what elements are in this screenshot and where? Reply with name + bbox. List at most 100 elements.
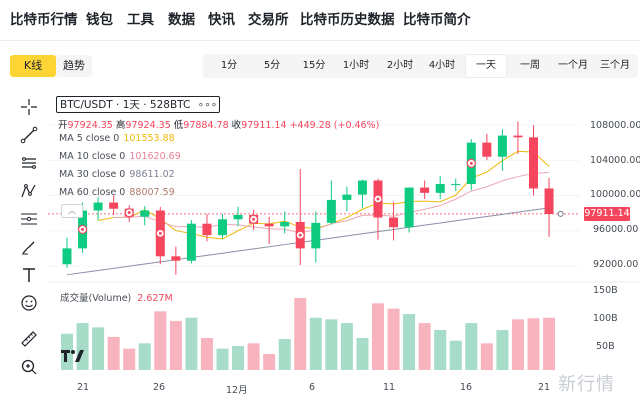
price-tick: 96000.00 bbox=[593, 224, 639, 235]
nav-item-btc-market[interactable]: 比特币行情 bbox=[10, 12, 78, 28]
candle-body bbox=[109, 202, 119, 209]
low-label: 低 bbox=[173, 120, 184, 131]
x-tick: 16 bbox=[460, 382, 473, 393]
volume-bar bbox=[138, 343, 151, 370]
timeframe-1mo[interactable]: 一个月 bbox=[558, 60, 588, 71]
ma60-value: 88007.59 bbox=[129, 187, 175, 198]
close-value: 97911.14 bbox=[241, 120, 287, 131]
volume-bar bbox=[123, 348, 136, 370]
timeframe-1m[interactable]: 1分 bbox=[220, 60, 238, 71]
volume-bar bbox=[247, 343, 260, 370]
volume-bar bbox=[527, 318, 540, 370]
ma30-value: 98611.02 bbox=[129, 169, 175, 180]
brush-icon[interactable] bbox=[18, 236, 40, 258]
volume-bar bbox=[216, 348, 229, 370]
timeframe-bar bbox=[203, 54, 638, 78]
timeframe-3mo[interactable]: 三个月 bbox=[600, 60, 630, 71]
candle-body bbox=[233, 214, 243, 220]
volume-bar bbox=[169, 320, 182, 370]
volume-bar bbox=[309, 317, 322, 370]
volume-label: 成交量(Volume) bbox=[60, 293, 132, 304]
trade-marker-dot bbox=[469, 161, 473, 165]
open-value: 97924.35 bbox=[67, 120, 113, 131]
candle-body bbox=[497, 135, 507, 157]
change-value: +449.28 (+0.46%) bbox=[289, 120, 380, 131]
nav-item-exchange[interactable]: 交易所 bbox=[248, 12, 289, 28]
nav-item-tools[interactable]: 工具 bbox=[127, 12, 154, 28]
volume-tick: 50B bbox=[596, 341, 615, 352]
candle-body bbox=[435, 184, 445, 193]
nav-item-btc-history[interactable]: 比特币历史数据 bbox=[300, 12, 395, 28]
price-tick: 104000.00 bbox=[590, 155, 640, 166]
volume-bar bbox=[418, 323, 431, 370]
emoji-icon[interactable] bbox=[18, 292, 40, 314]
tab-trend[interactable]: 趋势 bbox=[56, 55, 92, 77]
candle-body bbox=[529, 137, 538, 189]
volume-bar bbox=[107, 336, 120, 370]
trade-marker-dot bbox=[252, 217, 256, 221]
candle-body bbox=[140, 210, 150, 217]
ma5-value: 101553.88 bbox=[123, 133, 175, 144]
parallel-lines-icon[interactable] bbox=[18, 152, 40, 174]
timeframe-2h[interactable]: 2小时 bbox=[386, 60, 414, 71]
ohlc-readout: 开97924.35 高97924.35 低97884.78 收97911.14 … bbox=[58, 117, 379, 131]
x-tick: 26 bbox=[153, 382, 166, 393]
nav-item-wallet[interactable]: 钱包 bbox=[86, 12, 113, 28]
x-tick: 21 bbox=[538, 382, 551, 393]
high-label: 高 bbox=[115, 120, 126, 131]
pair-label: BTC/USDT · 1天 · 528BTC bbox=[60, 99, 191, 111]
volume-bar bbox=[465, 323, 478, 370]
candle-body bbox=[264, 223, 274, 227]
ma30-line bbox=[66, 207, 550, 276]
x-tick: 6 bbox=[309, 382, 316, 393]
volume-bar bbox=[294, 298, 307, 370]
fibonacci-icon[interactable] bbox=[18, 208, 40, 230]
text-icon[interactable] bbox=[18, 264, 40, 286]
ma60-legend: MA 60 close 0 88007.59 bbox=[59, 187, 175, 198]
ma60-label: MA 60 close 0 bbox=[59, 187, 126, 198]
timeframe-4h[interactable]: 4小时 bbox=[428, 60, 456, 71]
candle-body bbox=[202, 223, 212, 236]
last-price-dot bbox=[557, 210, 564, 217]
zoom-icon[interactable] bbox=[18, 356, 40, 378]
x-tick: 12月 bbox=[226, 385, 248, 396]
symbol-selector[interactable]: BTC/USDT · 1天 · 528BTC ∘∘∘ bbox=[56, 96, 220, 113]
candle-body bbox=[482, 142, 492, 157]
volume-bar bbox=[232, 346, 245, 370]
candle-body bbox=[544, 188, 554, 215]
price-tick: 92000.00 bbox=[593, 259, 639, 270]
timeframe-5m[interactable]: 5分 bbox=[263, 60, 281, 71]
x-tick: 11 bbox=[383, 382, 396, 393]
timeframe-1d[interactable]: 一天 bbox=[465, 54, 507, 78]
volume-bar bbox=[278, 339, 291, 370]
volume-bar bbox=[372, 303, 384, 370]
volume-bar bbox=[263, 354, 276, 370]
tab-kline[interactable]: K线 bbox=[10, 55, 56, 77]
close-label: 收 bbox=[231, 120, 242, 131]
nav-item-data[interactable]: 数据 bbox=[168, 12, 195, 28]
crosshair-icon[interactable] bbox=[18, 96, 40, 118]
nav-item-news[interactable]: 快讯 bbox=[208, 12, 235, 28]
timeframe-15m[interactable]: 15分 bbox=[302, 60, 326, 71]
current-price-tag: 97911.14 bbox=[584, 207, 630, 221]
volume-bar bbox=[92, 327, 105, 370]
volume-value: 2.627M bbox=[137, 293, 173, 304]
ma5-label: MA 5 close 0 bbox=[59, 133, 120, 144]
collapse-legend-button[interactable]: ︿ bbox=[61, 204, 83, 218]
timeframe-1w[interactable]: 一周 bbox=[520, 60, 540, 71]
ruler-icon[interactable] bbox=[18, 328, 40, 350]
trendline-icon[interactable] bbox=[18, 124, 40, 146]
more-options-icon[interactable]: ∘∘∘ bbox=[197, 99, 218, 111]
timeframe-1h[interactable]: 1小时 bbox=[342, 60, 370, 71]
nav-item-btc-intro[interactable]: 比特币简介 bbox=[403, 12, 471, 28]
candle-body bbox=[218, 219, 227, 236]
candle-body bbox=[62, 248, 72, 265]
top-nav: 比特币行情 钱包 工具 数据 快讯 交易所 比特币历史数据 比特币简介 bbox=[0, 0, 640, 40]
pattern-icon[interactable] bbox=[18, 180, 40, 202]
trade-marker-dot bbox=[127, 211, 131, 215]
nav-divider bbox=[0, 40, 640, 41]
candle-body bbox=[513, 135, 523, 138]
candle-body bbox=[93, 202, 103, 211]
open-label: 开 bbox=[58, 120, 68, 131]
